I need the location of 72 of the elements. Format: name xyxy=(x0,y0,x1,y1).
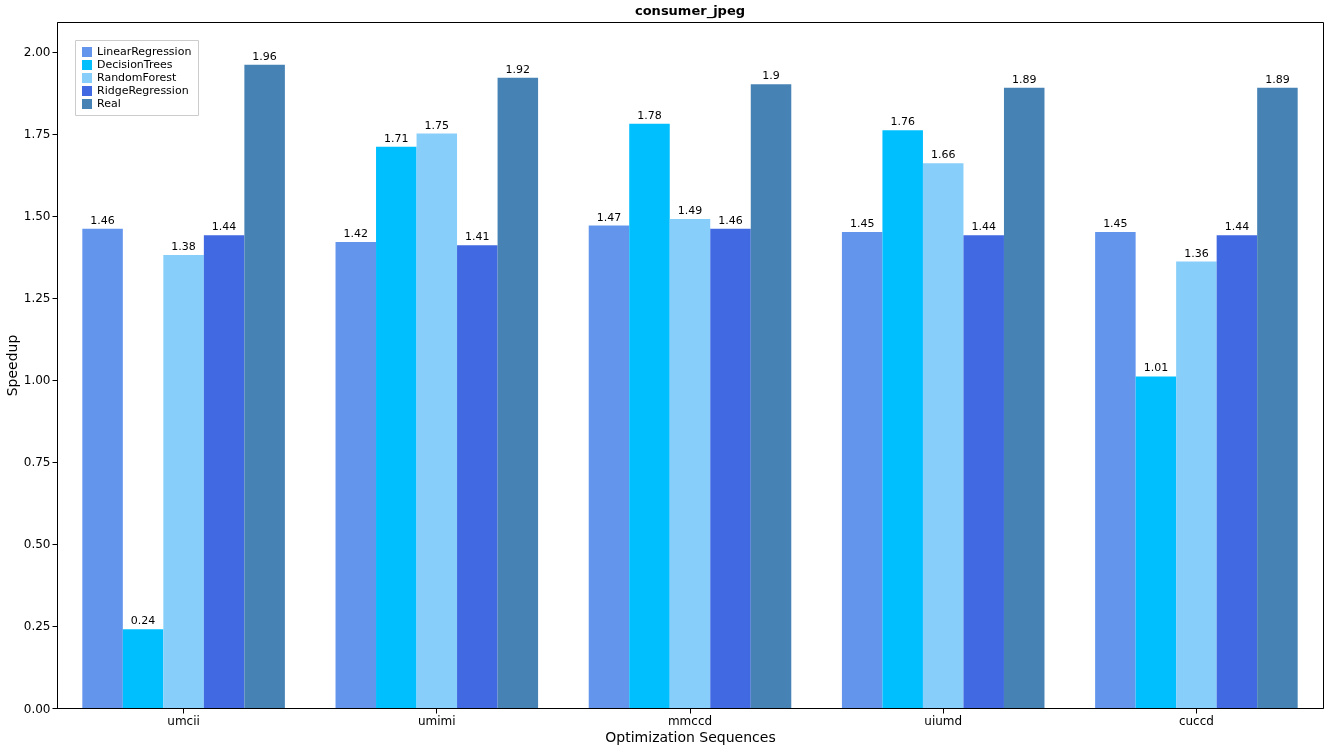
bar xyxy=(922,163,964,708)
bar xyxy=(1095,232,1136,708)
data-label: 1.89 xyxy=(1011,72,1037,86)
data-label: 1.9 xyxy=(762,69,780,83)
bar xyxy=(963,235,1004,708)
y-tick-label: 0.25 xyxy=(23,619,51,634)
data-label: 1.47 xyxy=(596,210,622,224)
legend-label: LinearRegression xyxy=(97,45,192,58)
data-label: 1.75 xyxy=(424,118,450,132)
x-tick-label: umcii xyxy=(167,713,200,728)
data-label: 1.49 xyxy=(677,203,703,217)
data-label: 1.44 xyxy=(1224,220,1250,234)
data-label: 1.44 xyxy=(211,220,237,234)
bar xyxy=(335,241,377,708)
bar xyxy=(710,228,751,708)
data-label: 1.45 xyxy=(1103,217,1128,231)
y-tick-label: 1.50 xyxy=(23,209,51,224)
bar xyxy=(376,146,417,708)
bar xyxy=(82,228,123,708)
bar xyxy=(750,84,792,708)
x-tick-label: umimi xyxy=(417,713,456,728)
bar xyxy=(203,235,245,708)
data-label: 1.76 xyxy=(890,115,915,129)
data-label: 1.78 xyxy=(637,108,662,122)
legend-label: DecisionTrees xyxy=(97,58,173,71)
data-label: 0.24 xyxy=(130,614,156,628)
y-tick-label: 1.25 xyxy=(23,291,51,306)
data-label: 1.38 xyxy=(171,240,196,254)
data-label: 1.01 xyxy=(1143,361,1169,375)
data-label: 1.92 xyxy=(505,62,531,76)
y-tick-label: 0.00 xyxy=(23,701,51,716)
x-tick-label: mmccd xyxy=(667,713,713,728)
y-tick-label: 1.00 xyxy=(23,373,51,388)
bar xyxy=(497,77,539,708)
data-label: 1.46 xyxy=(90,213,115,227)
bar xyxy=(841,232,883,708)
bar xyxy=(1135,376,1177,708)
bar xyxy=(1257,87,1298,708)
x-axis-title: Optimization Sequences xyxy=(605,728,776,745)
legend-label: RidgeRegression xyxy=(97,84,189,97)
legend-label: Real xyxy=(97,97,121,110)
bar xyxy=(1176,261,1217,708)
data-label: 1.45 xyxy=(849,217,875,231)
bar xyxy=(416,133,458,708)
y-tick-label: 1.75 xyxy=(23,127,51,142)
bar xyxy=(629,123,670,708)
data-label: 1.66 xyxy=(930,148,956,162)
bar xyxy=(457,245,498,708)
bar xyxy=(588,225,630,708)
data-label: 1.36 xyxy=(1184,246,1209,260)
chart-title: consumer_jpeg xyxy=(634,3,746,19)
x-tick-label: cuccd xyxy=(1178,713,1214,728)
data-label: 1.71 xyxy=(384,131,409,145)
data-label: 1.89 xyxy=(1265,72,1290,86)
data-label: 1.46 xyxy=(718,213,743,227)
data-label: 1.42 xyxy=(343,226,369,240)
data-label: 1.41 xyxy=(465,230,490,244)
bar xyxy=(244,64,285,708)
bar xyxy=(882,130,923,708)
bar xyxy=(1003,87,1045,708)
bar xyxy=(163,255,204,708)
legend-label: RandomForest xyxy=(97,71,177,84)
data-label: 1.96 xyxy=(252,49,277,63)
y-tick-label: 0.50 xyxy=(23,537,51,552)
y-tick-label: 2.00 xyxy=(23,45,51,60)
bar xyxy=(122,629,164,708)
data-label: 1.44 xyxy=(971,220,996,234)
y-axis-title: Speedup xyxy=(3,334,20,397)
x-tick-label: uiumd xyxy=(924,713,963,728)
y-tick-label: 0.75 xyxy=(23,455,51,470)
bar xyxy=(669,218,711,708)
bar xyxy=(1216,235,1258,708)
